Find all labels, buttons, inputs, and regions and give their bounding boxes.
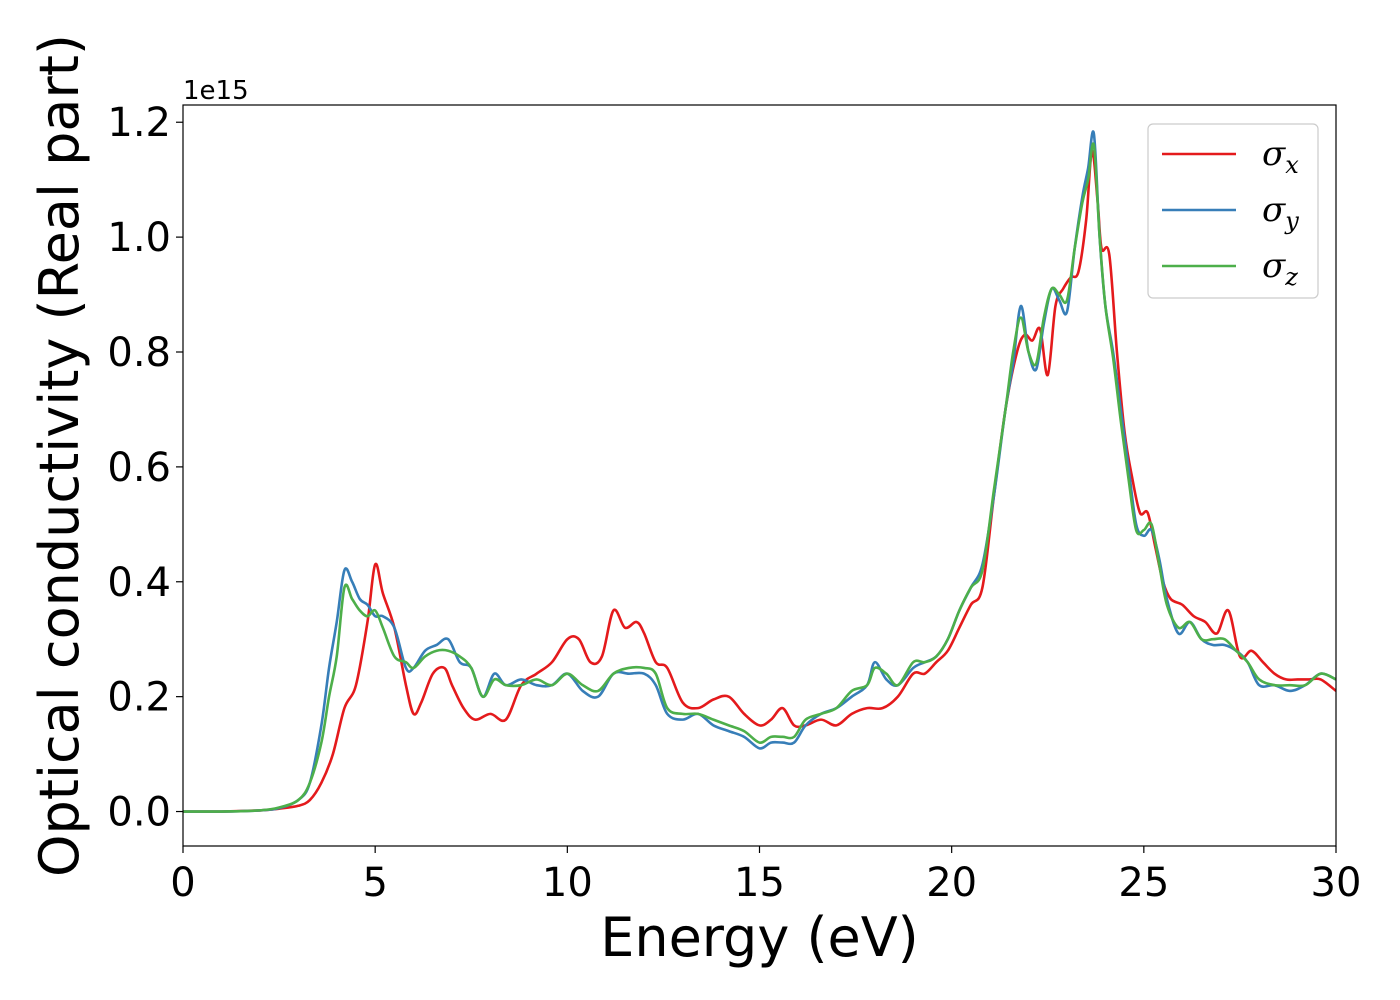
y-tick-label: 1.0 <box>107 215 171 261</box>
x-axis-label: Energy (eV) <box>600 906 919 969</box>
x-tick-label: 10 <box>542 860 593 906</box>
legend-subscript: y <box>1284 207 1299 235</box>
x-tick-label: 30 <box>1311 860 1362 906</box>
y-tick-label: 0.2 <box>107 675 171 721</box>
y-offset-label: 1e15 <box>183 76 249 106</box>
y-tick-label: 0.4 <box>107 560 171 606</box>
series-line-z <box>183 142 1336 813</box>
x-axis: 0 5 10 15 20 25 30 <box>170 846 1361 906</box>
x-tick-label: 15 <box>734 860 785 906</box>
x-tick-label: 20 <box>926 860 977 906</box>
plot-lines <box>183 130 1336 813</box>
y-tick-label: 0.8 <box>107 330 171 376</box>
legend-subscript: x <box>1285 151 1299 179</box>
x-tick-label: 25 <box>1118 860 1169 906</box>
legend-subscript: z <box>1284 263 1298 291</box>
y-axis-label: Optical conductivity (Real part) <box>28 34 91 877</box>
series-line-y <box>183 130 1336 813</box>
x-tick-label: 0 <box>170 860 195 906</box>
y-axis: 0.0 0.2 0.4 0.6 0.8 1.0 1.2 <box>107 100 183 836</box>
y-tick-label: 0.6 <box>107 445 171 491</box>
x-tick-label: 5 <box>362 860 387 906</box>
y-tick-label: 0.0 <box>107 790 171 836</box>
y-tick-label: 1.2 <box>107 100 171 146</box>
